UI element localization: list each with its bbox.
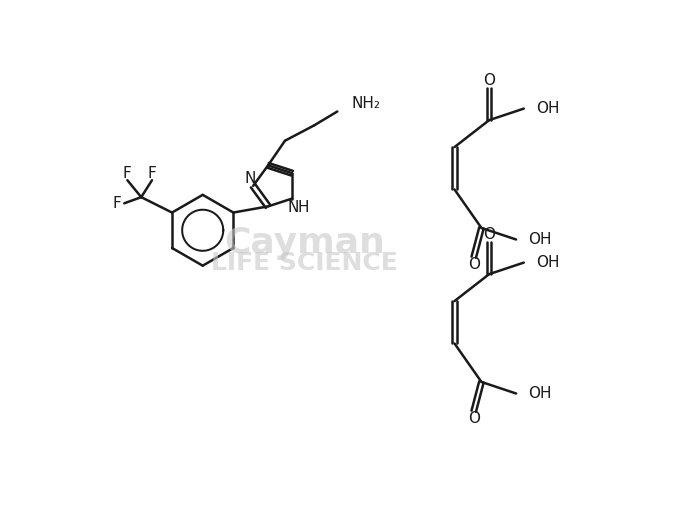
Text: F: F: [113, 196, 122, 211]
Text: OH: OH: [536, 101, 560, 116]
Text: F: F: [123, 166, 132, 181]
Text: O: O: [468, 257, 480, 271]
Text: NH₂: NH₂: [351, 96, 380, 111]
Text: O: O: [468, 411, 480, 426]
Text: Cayman: Cayman: [224, 226, 385, 261]
Text: N: N: [288, 200, 299, 215]
Text: OH: OH: [528, 232, 552, 247]
Text: O: O: [483, 227, 495, 242]
Text: O: O: [483, 73, 495, 88]
Text: F: F: [148, 166, 157, 181]
Text: LIFE SCIENCE: LIFE SCIENCE: [211, 251, 397, 275]
Text: N: N: [244, 172, 255, 187]
Text: OH: OH: [536, 255, 560, 270]
Text: H: H: [297, 200, 308, 215]
Text: OH: OH: [528, 386, 552, 401]
